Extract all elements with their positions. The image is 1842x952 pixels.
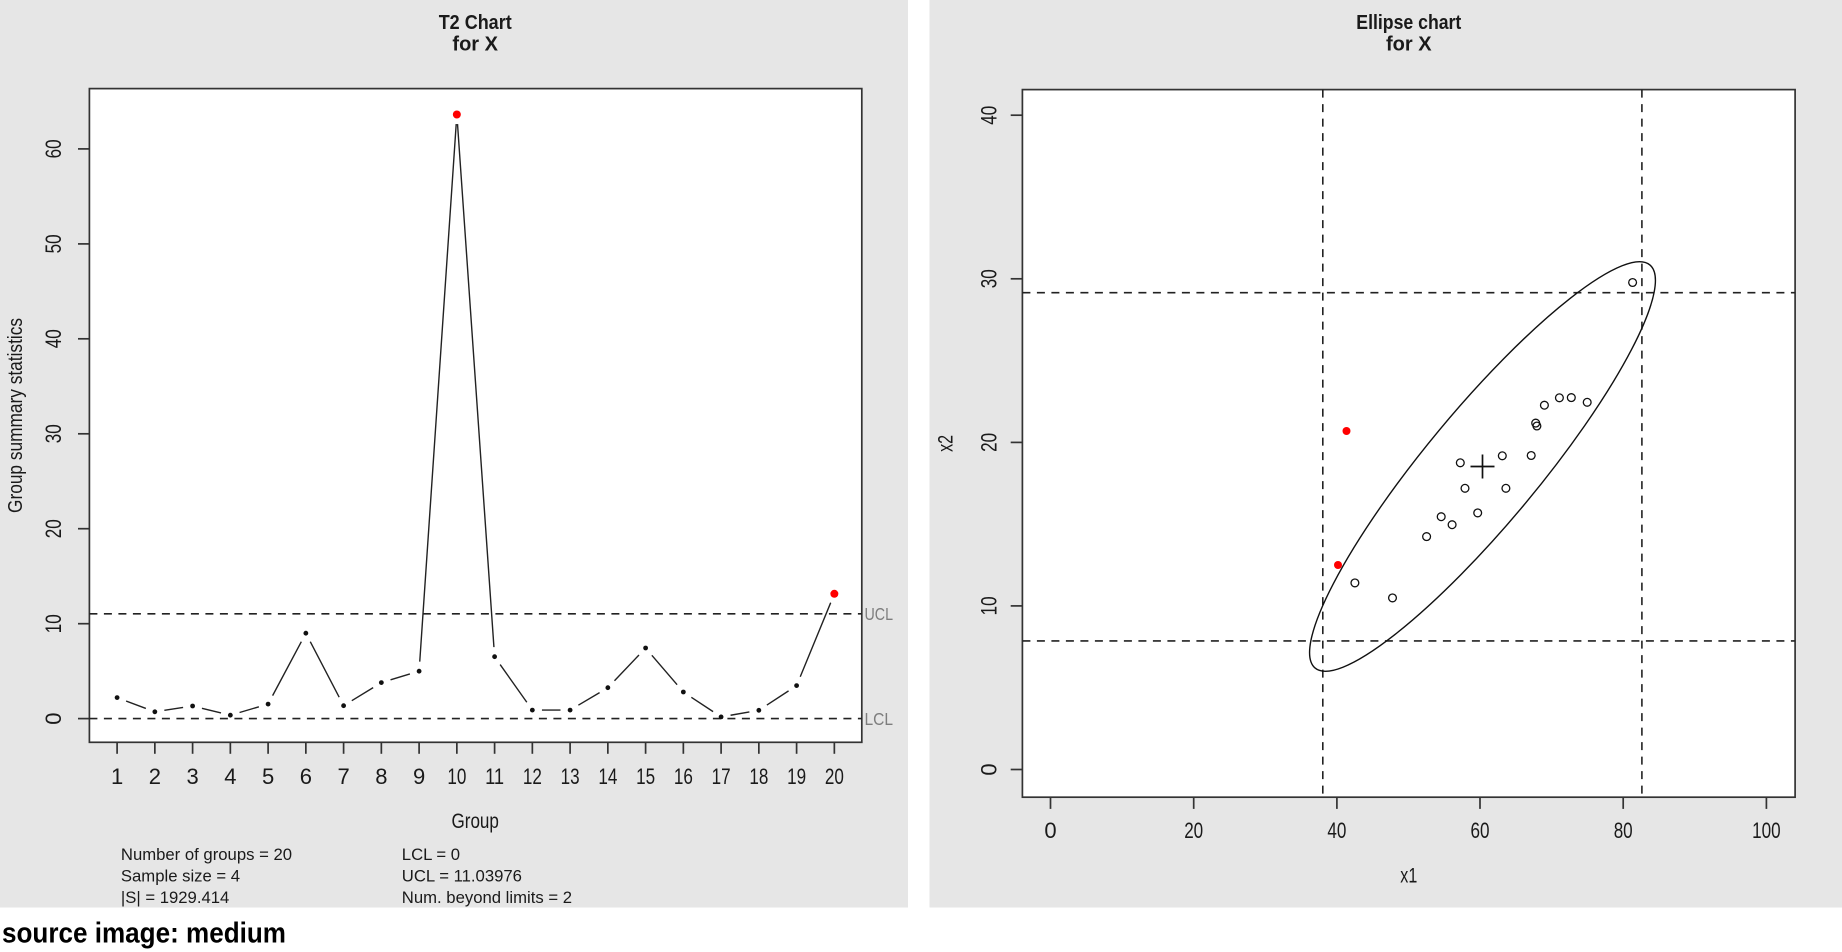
- svg-text:8: 8: [375, 764, 387, 789]
- svg-text:18: 18: [749, 764, 768, 789]
- svg-text:17: 17: [712, 764, 731, 789]
- svg-text:16: 16: [674, 764, 693, 789]
- svg-text:40: 40: [1327, 818, 1346, 843]
- svg-text:20: 20: [41, 519, 66, 538]
- svg-text:UCL: UCL: [865, 604, 894, 624]
- svg-text:50: 50: [41, 234, 66, 253]
- svg-text:19: 19: [787, 764, 806, 789]
- svg-text:5: 5: [262, 764, 274, 789]
- svg-text:13: 13: [561, 764, 580, 789]
- svg-text:100: 100: [1752, 818, 1781, 843]
- svg-text:Num. beyond limits = 2: Num. beyond limits = 2: [402, 888, 572, 907]
- svg-text:T2 Chart: T2 Chart: [439, 12, 512, 34]
- svg-text:11: 11: [485, 764, 504, 789]
- svg-text:UCL = 11.03976: UCL = 11.03976: [402, 866, 522, 885]
- svg-text:|S| = 1929.414: |S| = 1929.414: [121, 888, 229, 907]
- svg-text:14: 14: [598, 764, 617, 789]
- svg-text:20: 20: [977, 433, 1002, 452]
- svg-text:x2: x2: [935, 435, 958, 452]
- svg-text:60: 60: [41, 139, 66, 158]
- svg-text:4: 4: [224, 764, 236, 789]
- svg-text:3: 3: [186, 764, 198, 789]
- svg-text:10: 10: [41, 614, 66, 633]
- svg-text:20: 20: [825, 764, 844, 789]
- svg-text:LCL = 0: LCL = 0: [402, 845, 460, 864]
- svg-text:0: 0: [41, 712, 66, 724]
- svg-text:80: 80: [1614, 818, 1633, 843]
- svg-text:Group: Group: [452, 810, 499, 833]
- svg-text:for X: for X: [452, 34, 498, 56]
- svg-text:source image: medium: source image: medium: [2, 917, 286, 949]
- svg-text:0: 0: [977, 763, 1002, 775]
- svg-text:10: 10: [977, 596, 1002, 615]
- svg-text:40: 40: [41, 329, 66, 348]
- svg-text:40: 40: [977, 106, 1002, 125]
- svg-text:Group summary statistics: Group summary statistics: [4, 318, 27, 513]
- svg-text:for X: for X: [1386, 34, 1432, 56]
- svg-text:10: 10: [447, 764, 466, 789]
- svg-text:0: 0: [1044, 818, 1056, 843]
- svg-text:15: 15: [636, 764, 655, 789]
- svg-text:Sample size = 4: Sample size = 4: [121, 866, 240, 885]
- svg-text:2: 2: [149, 764, 161, 789]
- svg-text:Number of groups = 20: Number of groups = 20: [121, 845, 292, 864]
- svg-text:LCL: LCL: [865, 709, 894, 729]
- svg-text:30: 30: [41, 424, 66, 443]
- svg-text:6: 6: [300, 764, 312, 789]
- svg-text:7: 7: [337, 764, 349, 789]
- svg-text:30: 30: [977, 269, 1002, 288]
- svg-text:9: 9: [413, 764, 425, 789]
- svg-text:60: 60: [1471, 818, 1490, 843]
- svg-text:x1: x1: [1400, 865, 1417, 888]
- svg-text:20: 20: [1184, 818, 1203, 843]
- svg-text:12: 12: [523, 764, 542, 789]
- svg-text:Ellipse chart: Ellipse chart: [1356, 12, 1461, 34]
- svg-text:1: 1: [111, 764, 123, 789]
